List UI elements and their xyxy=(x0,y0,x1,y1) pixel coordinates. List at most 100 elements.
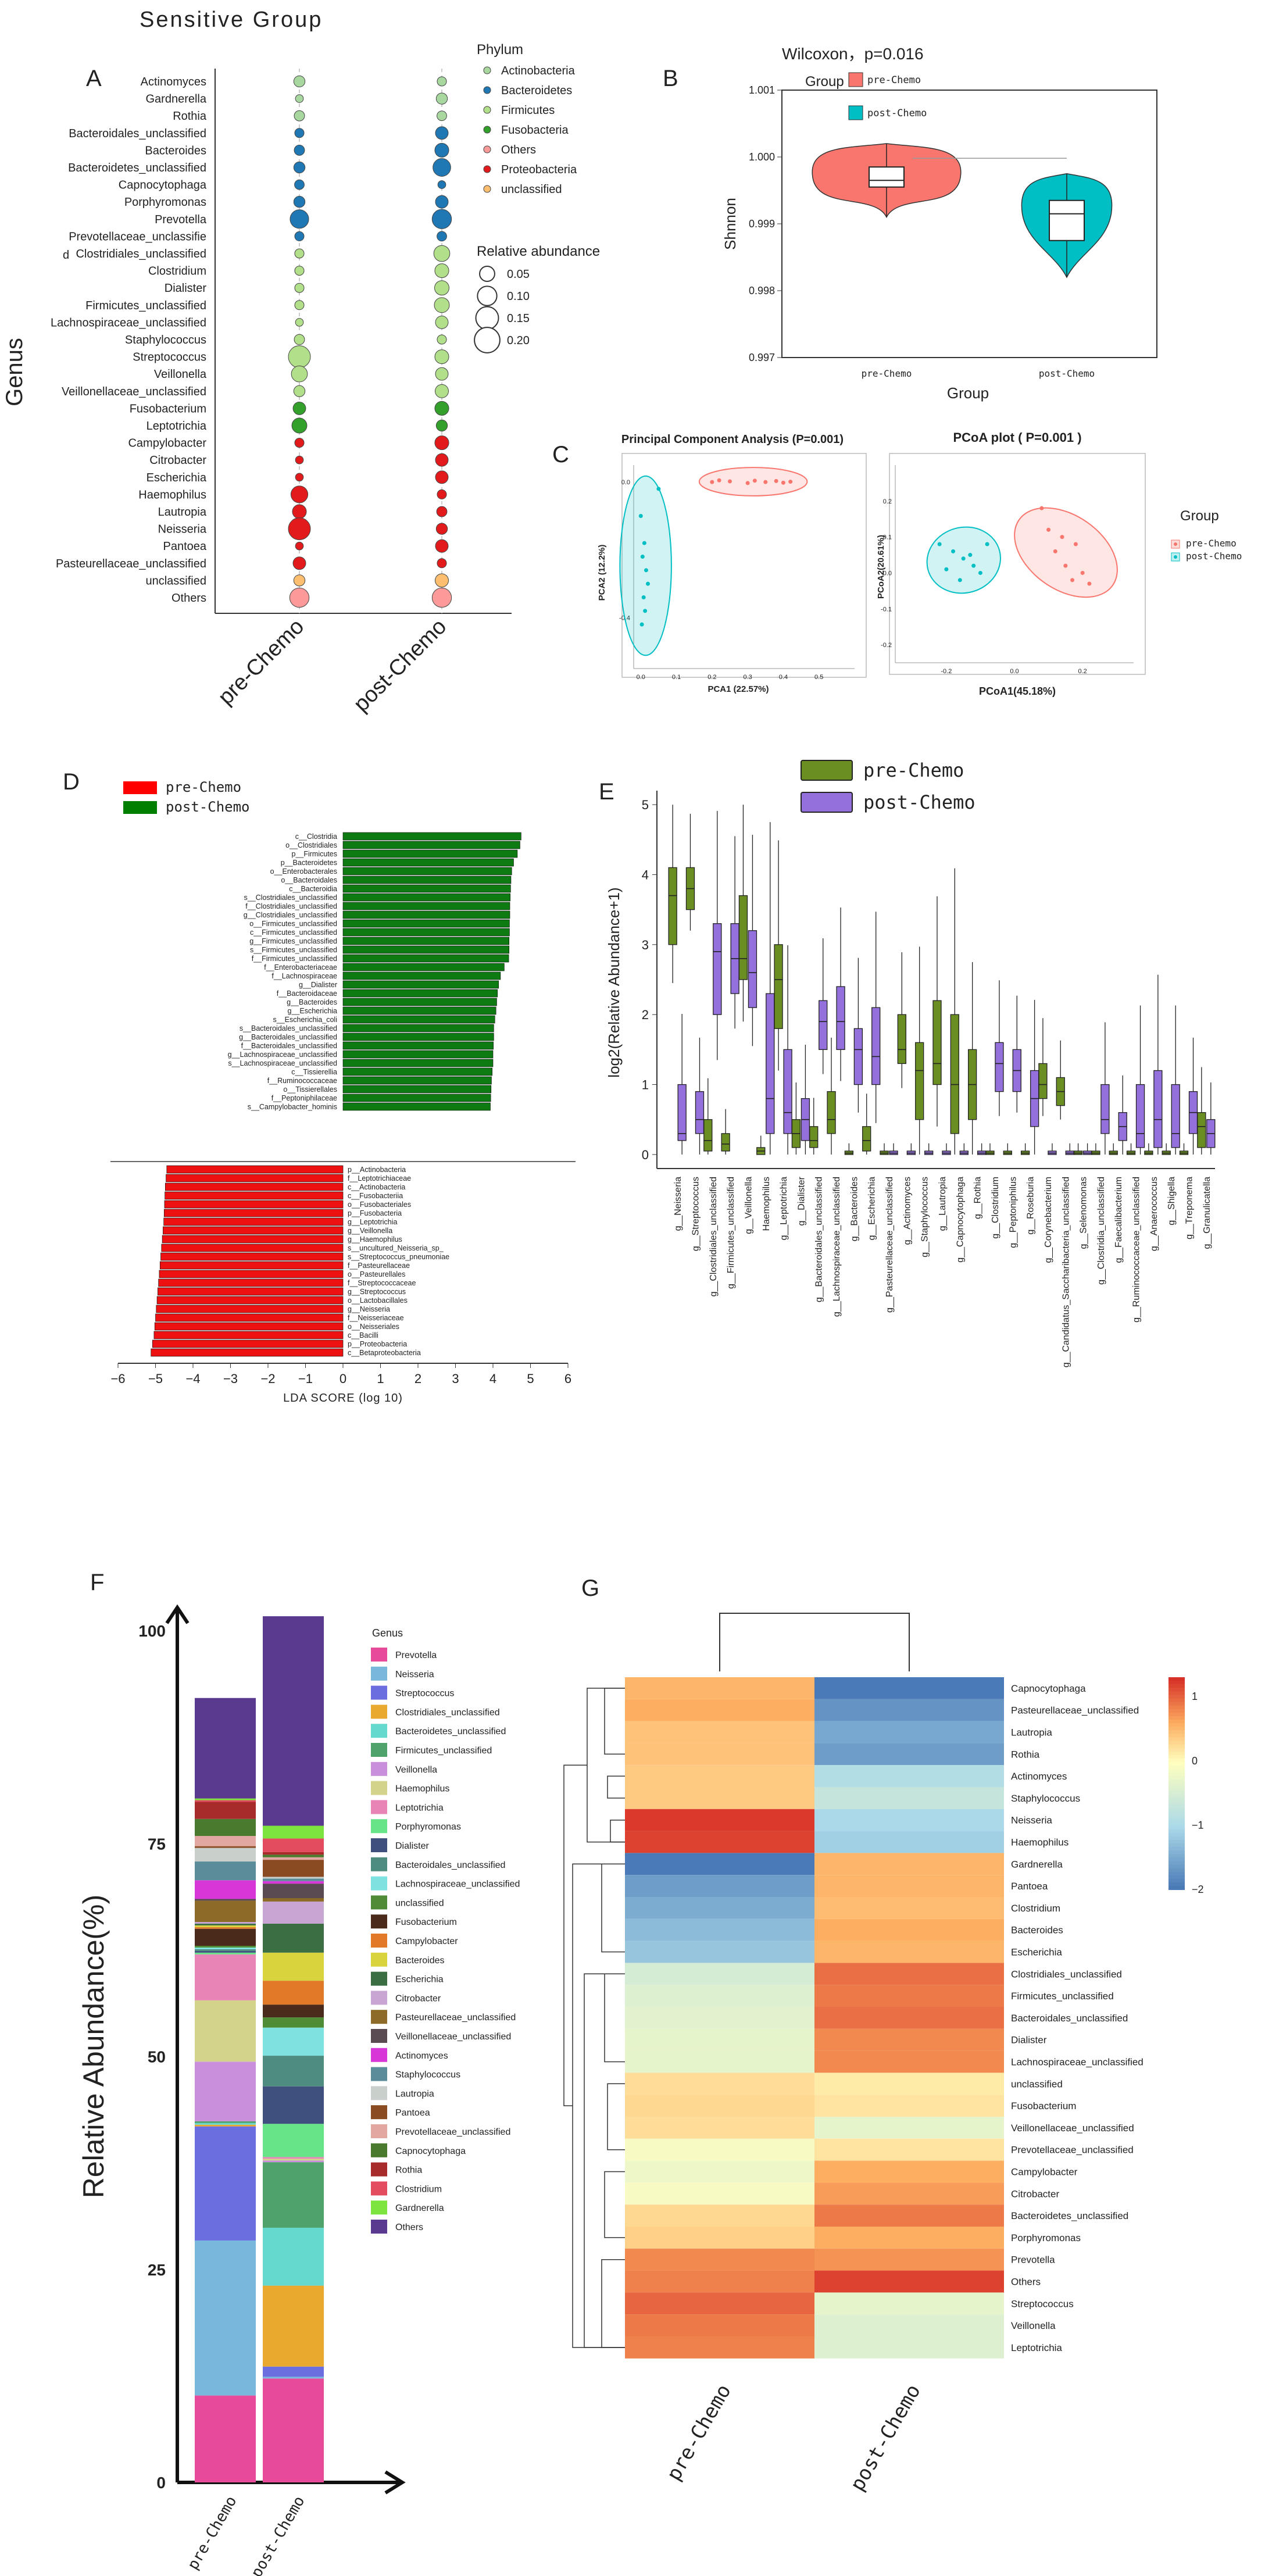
color-scale-step xyxy=(1168,1812,1185,1816)
taxon-label: o__Fusobacteriales xyxy=(348,1201,411,1209)
lda-bar-post xyxy=(342,893,510,902)
row-label: Pantoea xyxy=(1011,1881,1048,1892)
legend-label: Clostridium xyxy=(395,2184,442,2194)
scatter-point xyxy=(1053,549,1057,553)
stack-segment xyxy=(263,2124,324,2157)
legend-swatch xyxy=(801,792,853,813)
lda-bar-post xyxy=(342,1032,494,1041)
genus-tick-label: Capnocytophaga xyxy=(119,179,207,192)
legend-swatch xyxy=(371,1666,387,1681)
taxon-label: g__Dialister xyxy=(299,981,337,989)
lda-bar-post xyxy=(342,998,497,1006)
stack-segment xyxy=(195,1925,256,1927)
color-scale-step xyxy=(1168,1864,1185,1869)
row-dendrogram-branch xyxy=(604,1973,625,2063)
y-tick-label: 0.0 xyxy=(883,570,892,577)
scatter-point xyxy=(727,479,732,484)
heatmap-cell-post xyxy=(814,1985,1004,2007)
lda-bar-post xyxy=(342,841,520,849)
legend-label: Citrobacter xyxy=(395,1993,441,2003)
heatmap-cell-pre xyxy=(625,1875,814,1897)
x-tick-label: pre-Chemo xyxy=(184,2493,240,2573)
stack-segment xyxy=(263,1884,324,1899)
stack-segment xyxy=(195,2124,256,2127)
row-label: Actinomyces xyxy=(1011,1771,1067,1782)
lda-bar-pre xyxy=(153,1331,344,1339)
genus-tick-label: Prevotella xyxy=(155,213,207,226)
legend-swatch xyxy=(371,2029,387,2043)
taxon-label: g__Haemophilus xyxy=(348,1235,402,1244)
phylum-legend-label: Fusobacteria xyxy=(501,124,569,137)
bubble-post xyxy=(435,470,449,484)
taxon-label: g__Streptococcus xyxy=(348,1288,406,1296)
x-tick-label: pre-Chemo xyxy=(862,368,912,379)
lda-bar-pre xyxy=(154,1322,344,1331)
x-tick-label: −3 xyxy=(223,1371,238,1386)
stack-segment xyxy=(263,2162,324,2228)
taxon-label: g__Leptotrichia xyxy=(348,1218,398,1226)
heatmap-cell-post xyxy=(814,2205,1004,2227)
box-body xyxy=(871,1007,881,1085)
lda-bar-post xyxy=(342,928,510,937)
heatmap-cell-pre xyxy=(625,1765,814,1787)
lda-bar-post xyxy=(342,989,498,998)
lda-bar-pre xyxy=(166,1174,344,1182)
genus-tick-label: Neisseria xyxy=(158,523,207,536)
bubble-pre xyxy=(292,556,306,570)
stack-segment xyxy=(263,2027,324,2056)
y-axis-title: PCA2 (12.2%) xyxy=(597,545,607,601)
taxon-label: f__Pasteurellaceae xyxy=(348,1262,410,1270)
x-tick-label: g__Escherichia xyxy=(867,1177,877,1241)
group-ellipse xyxy=(619,475,672,656)
heatmap-cell-post xyxy=(814,2138,1004,2161)
box-body xyxy=(774,944,783,1029)
phylum-legend-swatch xyxy=(483,185,491,193)
color-scale-step xyxy=(1168,1871,1185,1876)
x-tick-label: g__Leptotrichia xyxy=(779,1177,789,1241)
color-scale-step xyxy=(1168,1885,1185,1890)
heatmap-cell-pre xyxy=(625,1721,814,1743)
scatter-point xyxy=(1070,578,1075,583)
genus-tick-label: Veillonellaceae_unclassified xyxy=(62,385,206,398)
heatmap-cell-post xyxy=(814,2117,1004,2139)
legend-label: Escherichia xyxy=(395,1975,444,1985)
bubble-pre xyxy=(294,110,305,122)
color-scale-step xyxy=(1168,1688,1185,1692)
color-scale-step xyxy=(1168,1677,1185,1682)
bubble-post xyxy=(437,76,447,87)
bubble-pre xyxy=(290,485,309,503)
lda-bar-post xyxy=(342,902,510,910)
row-label: Gardnerella xyxy=(1011,1859,1063,1870)
stack-segment xyxy=(195,1848,256,1862)
box-body xyxy=(897,1014,907,1064)
stack-segment xyxy=(195,1818,256,1837)
row-label: Prevotella xyxy=(1011,2255,1055,2266)
bubble-pre xyxy=(293,75,306,88)
box-body xyxy=(1100,1084,1110,1134)
row-label: Bacteroidales_unclassified xyxy=(1011,2013,1128,2024)
bubble-post xyxy=(435,453,449,467)
bubble-pre xyxy=(292,401,306,415)
x-tick-label: g__Selenomonas xyxy=(1079,1177,1089,1249)
chart-title: Principal Component Analysis (P=0.001) xyxy=(621,433,844,446)
taxon-label: o__Enterobacterales xyxy=(270,867,337,876)
legend-swatch xyxy=(371,1838,387,1852)
stack-segment xyxy=(263,2086,324,2124)
heatmap-cell-pre xyxy=(625,1918,814,1941)
legend-label: Pasteurellaceae_unclassified xyxy=(395,2013,516,2023)
legend-swatch xyxy=(371,2010,387,2024)
x-tick-label: 3 xyxy=(452,1371,459,1386)
color-scale-step xyxy=(1168,1741,1185,1745)
lda-bar-post xyxy=(342,937,510,945)
lda-bar-pre xyxy=(159,1261,344,1270)
heatmap-cell-pre xyxy=(625,1963,814,1985)
box-body xyxy=(1197,1112,1206,1148)
scatter-point xyxy=(1046,527,1051,532)
genus-tick-label: Clostridiales_unclassified xyxy=(76,248,206,260)
bubble-post xyxy=(434,401,449,416)
lda-bar-post xyxy=(342,963,505,971)
stack-segment xyxy=(263,1852,324,1855)
bubble-pre xyxy=(294,334,305,345)
x-tick-label: 0.0 xyxy=(637,674,645,681)
bubble-post xyxy=(435,419,448,432)
